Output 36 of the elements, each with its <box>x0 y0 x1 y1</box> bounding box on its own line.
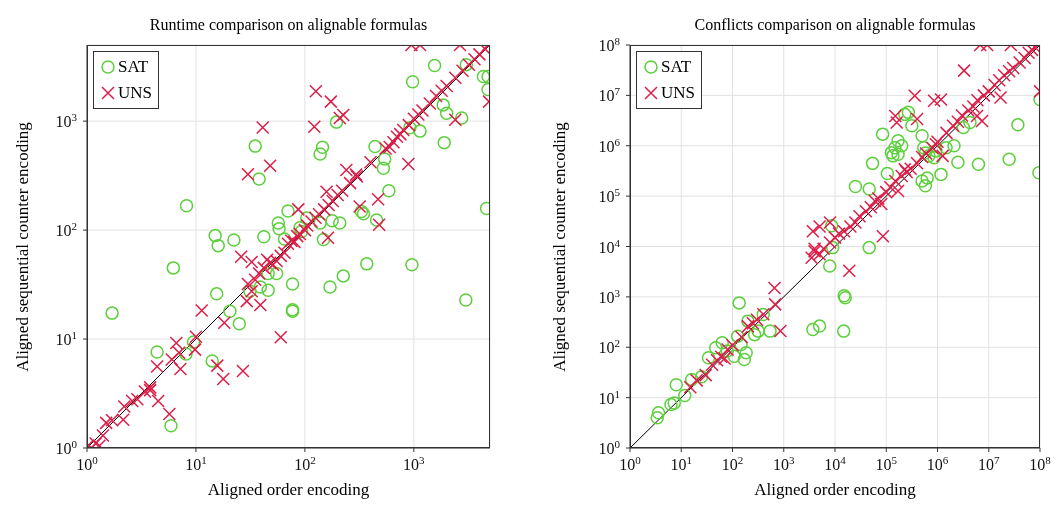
y-tick-label: 10$^{5}$ <box>598 186 621 206</box>
x-tick-label: 10$^{8}$ <box>1029 454 1052 473</box>
y-tick-label: 10$^{1}$ <box>598 387 620 407</box>
x-axis-title: Aligned order encoding <box>753 480 917 500</box>
x-axis-title: Aligned order encoding <box>206 480 371 500</box>
y-tick-label: 10$^{3}$ <box>598 286 621 306</box>
x-tick-label: 10$^{0}$ <box>619 454 642 473</box>
legend-label: SAT <box>118 56 149 78</box>
y-tick-label: 10$^{1}$ <box>55 329 77 349</box>
y-tick-label: 10$^{2}$ <box>55 220 77 240</box>
x-tick-label: 10$^{2}$ <box>721 454 744 473</box>
y-tick-label: 10$^{0}$ <box>55 438 78 457</box>
x-tick-label: 10$^{6}$ <box>926 454 949 473</box>
y-axis-title: Aligned sequential counter encoding <box>550 121 570 372</box>
x-tick-label: 10$^{1}$ <box>670 454 692 473</box>
y-tick-label: 10$^{6}$ <box>598 135 621 155</box>
y-tick-label: 10$^{3}$ <box>55 111 78 131</box>
x-tick-label: 10$^{7}$ <box>978 454 1000 473</box>
y-tick-label: 10$^{4}$ <box>598 236 621 256</box>
legend-label: UNS <box>661 82 696 104</box>
chart-title: Conflicts comparison on alignable formulas <box>693 16 977 34</box>
x-tick-label: 10$^{2}$ <box>294 454 316 473</box>
x-tick-label: 10$^{3}$ <box>403 454 426 473</box>
x-tick-label: 10$^{0}$ <box>76 454 99 473</box>
y-tick-label: 10$^{7}$ <box>598 85 621 105</box>
y-axis-title: Aligned sequential counter encoding <box>13 121 33 372</box>
y-tick-label: 10$^{2}$ <box>598 337 620 357</box>
chart-title: Runtime comparison on alignable formulas <box>148 16 429 34</box>
x-tick-label: 10$^{3}$ <box>773 454 795 473</box>
x-tick-label: 10$^{1}$ <box>185 454 207 473</box>
y-tick-label: 10$^{8}$ <box>598 35 621 54</box>
legend-label: UNS <box>118 82 153 104</box>
legend-label: SAT <box>661 56 692 78</box>
x-tick-label: 10$^{5}$ <box>875 454 898 473</box>
y-tick-label: 10$^{0}$ <box>598 438 621 457</box>
x-tick-label: 10$^{4}$ <box>824 454 847 473</box>
